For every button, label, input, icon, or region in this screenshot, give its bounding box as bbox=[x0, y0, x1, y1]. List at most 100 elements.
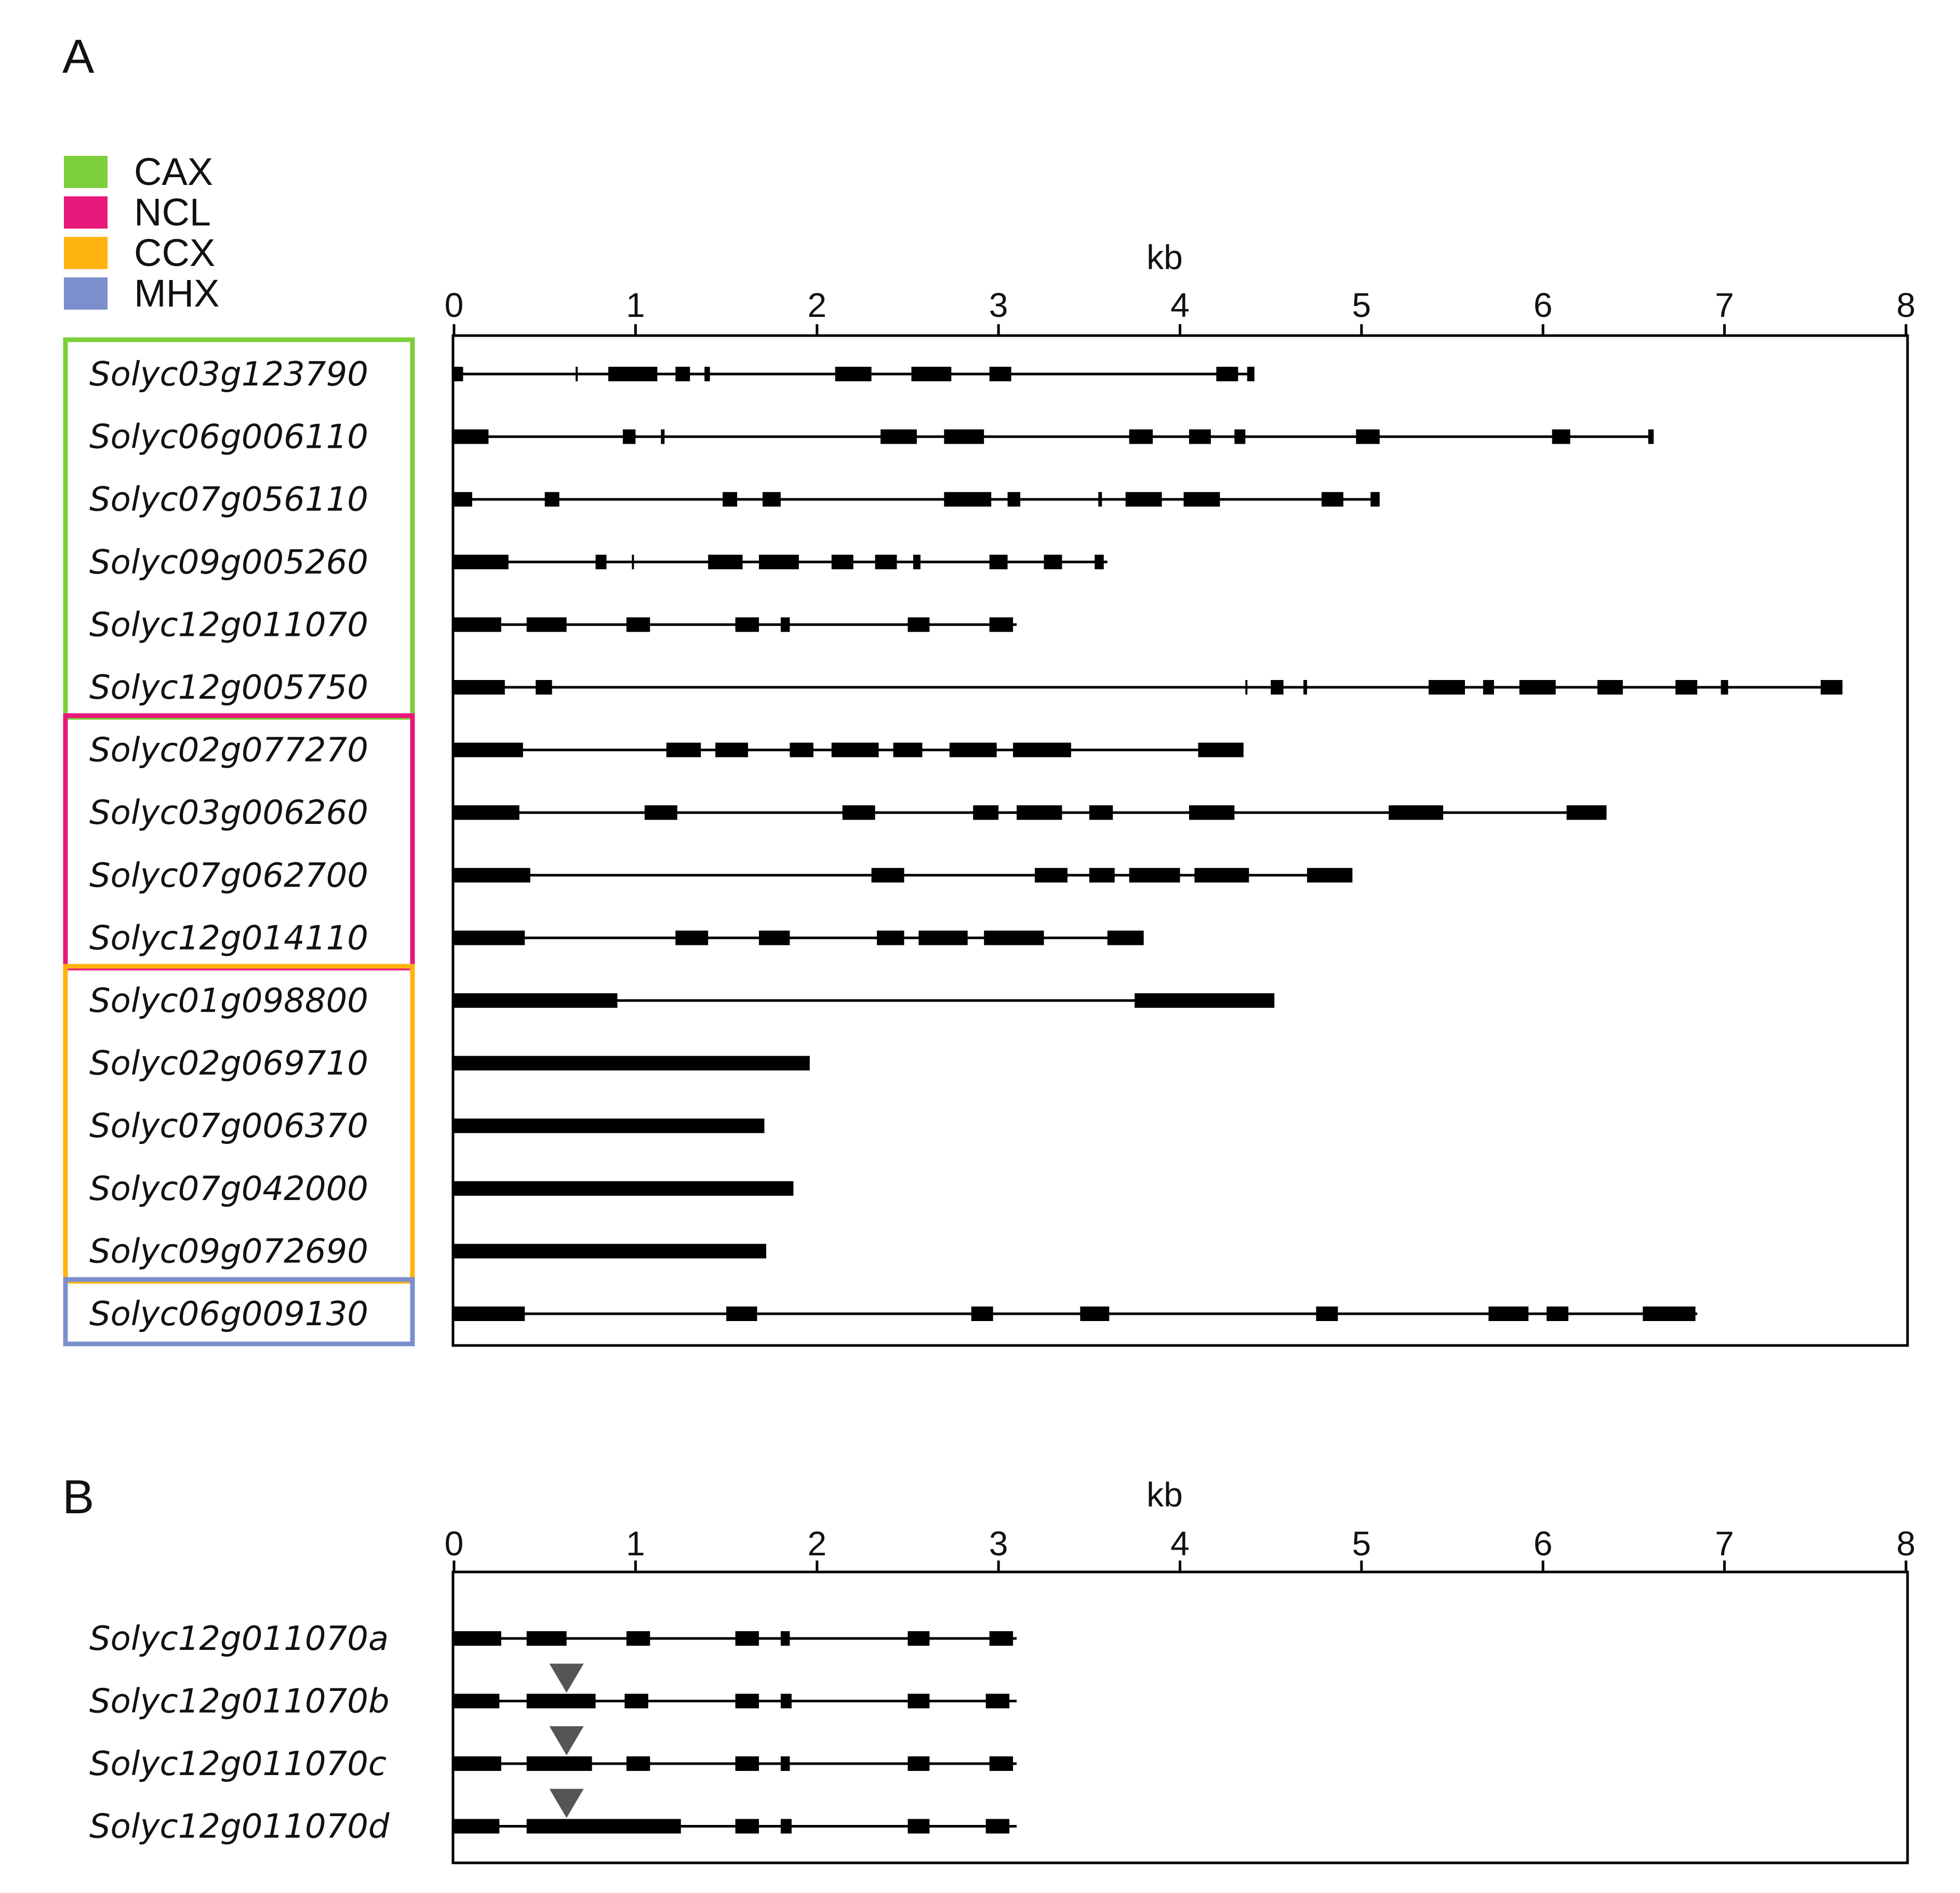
gene-label-solyc09g072690: Solyc09g072690 bbox=[89, 1232, 368, 1271]
exon-block bbox=[1189, 429, 1211, 444]
exon-block bbox=[1483, 680, 1494, 695]
exon-block bbox=[831, 554, 854, 569]
gene-label-solyc07g006370: Solyc07g006370 bbox=[89, 1107, 368, 1145]
exon-block bbox=[1648, 429, 1654, 444]
panel-a-tick-label-6: 6 bbox=[1534, 286, 1553, 324]
exon-block bbox=[835, 367, 872, 381]
exon-block bbox=[913, 554, 921, 569]
exon-block bbox=[454, 429, 489, 444]
legend-label-mhx: MHX bbox=[134, 272, 219, 315]
exon-block bbox=[971, 1307, 993, 1321]
exon-block bbox=[1194, 868, 1249, 883]
exon-block bbox=[595, 554, 607, 569]
exon-block bbox=[1643, 1307, 1696, 1321]
gene-label-solyc12g011070c: Solyc12g011070c bbox=[89, 1745, 386, 1783]
exon-block bbox=[985, 1819, 1010, 1834]
family-legend: CAX NCL CCX MHX bbox=[64, 150, 219, 315]
exon-block bbox=[1247, 367, 1255, 381]
exon-block bbox=[1597, 680, 1623, 695]
panel-a-gene-model bbox=[454, 492, 1380, 507]
exon-block bbox=[454, 1631, 501, 1646]
exon-block bbox=[576, 367, 578, 381]
gene-label-solyc12g011070a: Solyc12g011070a bbox=[89, 1620, 389, 1658]
panel-b-gene-model bbox=[454, 1631, 1017, 1646]
exon-block bbox=[454, 930, 525, 945]
exon-block bbox=[624, 1694, 648, 1709]
panel-b-tick-label-5: 5 bbox=[1352, 1524, 1371, 1563]
exon-block bbox=[735, 617, 759, 632]
exon-block bbox=[1245, 680, 1248, 695]
exon-block bbox=[875, 554, 897, 569]
exon-block bbox=[1307, 868, 1353, 883]
panel-a-gene-model bbox=[454, 1056, 810, 1071]
exon-block bbox=[871, 868, 904, 883]
exon-block bbox=[454, 554, 509, 569]
exon-block bbox=[944, 492, 992, 507]
legend-swatch-ccx bbox=[64, 237, 108, 269]
exon-block bbox=[666, 742, 701, 757]
exon-block bbox=[644, 805, 677, 820]
insertion-triangle-icon bbox=[549, 1663, 584, 1693]
exon-block bbox=[984, 930, 1044, 945]
panel-a-gene-model bbox=[454, 742, 1244, 757]
panel-a-gene-model bbox=[454, 367, 1255, 381]
exon-block bbox=[454, 1244, 766, 1259]
family-box-mhx bbox=[63, 1277, 415, 1347]
exon-block bbox=[735, 1756, 759, 1771]
exon-block bbox=[735, 1819, 759, 1834]
panel-a-gene-model bbox=[454, 993, 1275, 1008]
gene-label-solyc01g098800: Solyc01g098800 bbox=[89, 982, 368, 1020]
exon-block bbox=[1675, 680, 1698, 695]
exon-block bbox=[1080, 1307, 1110, 1321]
gene-label-solyc02g069710: Solyc02g069710 bbox=[89, 1045, 368, 1083]
legend-label-ccx: CCX bbox=[134, 231, 215, 274]
exon-block bbox=[1189, 805, 1235, 820]
exon-block bbox=[973, 805, 999, 820]
exon-block bbox=[526, 1819, 681, 1834]
exon-block bbox=[735, 1631, 759, 1646]
exon-block bbox=[758, 554, 799, 569]
panel-a-tick-label-3: 3 bbox=[989, 286, 1008, 324]
panel-a-tick-label-7: 7 bbox=[1715, 286, 1734, 324]
panel-b-label: B bbox=[62, 1471, 94, 1524]
family-box-cax bbox=[63, 337, 415, 720]
gene-label-solyc07g056110: Solyc07g056110 bbox=[89, 481, 368, 519]
exon-block bbox=[626, 1631, 650, 1646]
gene-label-solyc12g011070d: Solyc12g011070d bbox=[89, 1808, 390, 1846]
exon-block bbox=[908, 1694, 930, 1709]
exon-block bbox=[454, 1694, 500, 1709]
exon-block bbox=[842, 805, 875, 820]
exon-block bbox=[454, 805, 519, 820]
exon-block bbox=[1356, 429, 1380, 444]
exon-block bbox=[632, 554, 634, 569]
gene-label-solyc03g123790: Solyc03g123790 bbox=[89, 355, 368, 394]
exon-block bbox=[780, 1819, 792, 1834]
exon-block bbox=[1089, 805, 1113, 820]
exon-block bbox=[526, 1694, 596, 1709]
exon-block bbox=[1129, 429, 1153, 444]
gene-label-solyc02g077270: Solyc02g077270 bbox=[89, 731, 368, 770]
exon-block bbox=[1552, 429, 1570, 444]
exon-block bbox=[526, 1756, 592, 1771]
exon-block bbox=[526, 617, 567, 632]
exon-block bbox=[881, 429, 917, 444]
exon-block bbox=[1129, 868, 1180, 883]
exon-block bbox=[1125, 492, 1162, 507]
panel-b-tick-label-0: 0 bbox=[445, 1524, 464, 1563]
exon-block bbox=[454, 868, 530, 883]
exon-block bbox=[1271, 680, 1284, 695]
exon-block bbox=[758, 930, 790, 945]
exon-block bbox=[944, 429, 984, 444]
exon-block bbox=[454, 680, 505, 695]
family-group-boxes bbox=[63, 337, 415, 1347]
exon-block bbox=[790, 742, 814, 757]
exon-block bbox=[908, 1756, 930, 1771]
exon-block bbox=[1820, 680, 1843, 695]
exon-block bbox=[908, 1819, 930, 1834]
panel-a-label: A bbox=[62, 30, 95, 83]
exon-block bbox=[1216, 367, 1238, 381]
panel-a-gene-model bbox=[454, 1181, 794, 1196]
exon-block bbox=[723, 492, 738, 507]
exon-block bbox=[1316, 1307, 1338, 1321]
exon-block bbox=[735, 1694, 759, 1709]
